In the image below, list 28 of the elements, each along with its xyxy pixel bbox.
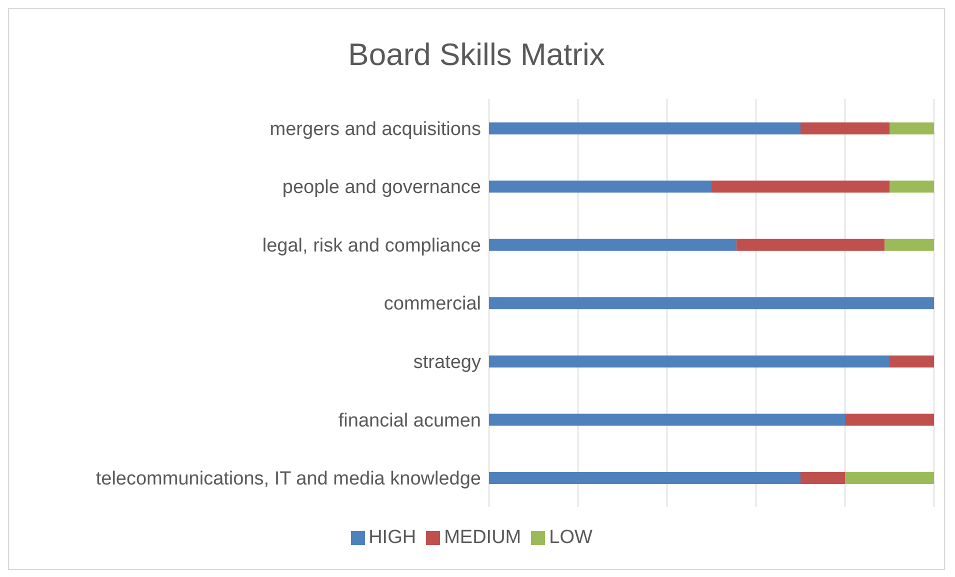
bar — [489, 122, 800, 134]
y-tick-label: telecommunications, IT and media knowledge — [96, 468, 481, 490]
legend-label: HIGH — [368, 527, 416, 548]
bar — [890, 122, 934, 134]
bar — [800, 122, 890, 134]
legend-label: MEDIUM — [444, 527, 522, 548]
bar — [489, 297, 934, 310]
bar — [736, 238, 885, 251]
bar — [800, 472, 845, 484]
y-tick-label: strategy — [413, 352, 482, 374]
bar — [845, 414, 934, 426]
bar — [884, 238, 934, 251]
bar — [489, 238, 736, 251]
bar — [489, 355, 890, 368]
y-tick-label: mergers and acquisitions — [270, 118, 481, 140]
bar — [890, 355, 934, 368]
y-tick-label: people and governance — [282, 177, 481, 198]
bar — [489, 414, 845, 426]
y-tick-label: financial acumen — [338, 410, 481, 432]
bar — [890, 180, 934, 193]
bar — [489, 180, 712, 193]
chart-title: Board Skills Matrix — [347, 36, 606, 74]
legend-label: LOW — [549, 527, 592, 548]
bar — [712, 180, 890, 193]
y-tick-label: commercial — [384, 294, 481, 315]
bar — [845, 472, 934, 484]
y-tick-label: legal, risk and compliance — [262, 235, 481, 256]
bar — [489, 472, 800, 484]
